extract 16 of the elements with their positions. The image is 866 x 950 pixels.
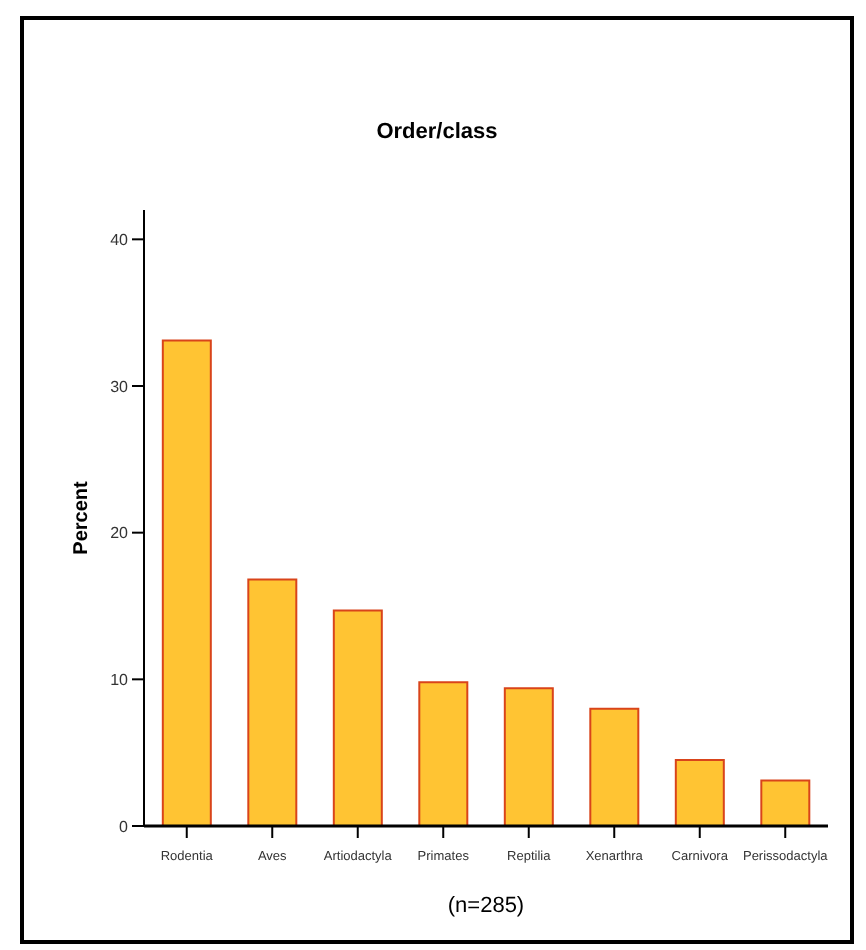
x-axis-title: (n=285) <box>447 894 525 918</box>
bar <box>332 609 383 826</box>
bar <box>418 681 469 826</box>
bar <box>503 687 554 826</box>
y-tick-label: 20 <box>110 524 130 543</box>
y-tick-label: 30 <box>110 377 130 396</box>
y-axis-title: Percent <box>71 479 94 555</box>
chart-title: Order/class <box>374 120 500 144</box>
bar <box>674 759 725 826</box>
bar <box>589 707 640 826</box>
bar <box>161 339 212 826</box>
y-tick-label: 10 <box>110 671 130 690</box>
bar <box>247 578 298 826</box>
y-tick-label: 0 <box>119 817 130 836</box>
y-tick-label: 40 <box>110 231 130 250</box>
bar <box>760 779 811 826</box>
